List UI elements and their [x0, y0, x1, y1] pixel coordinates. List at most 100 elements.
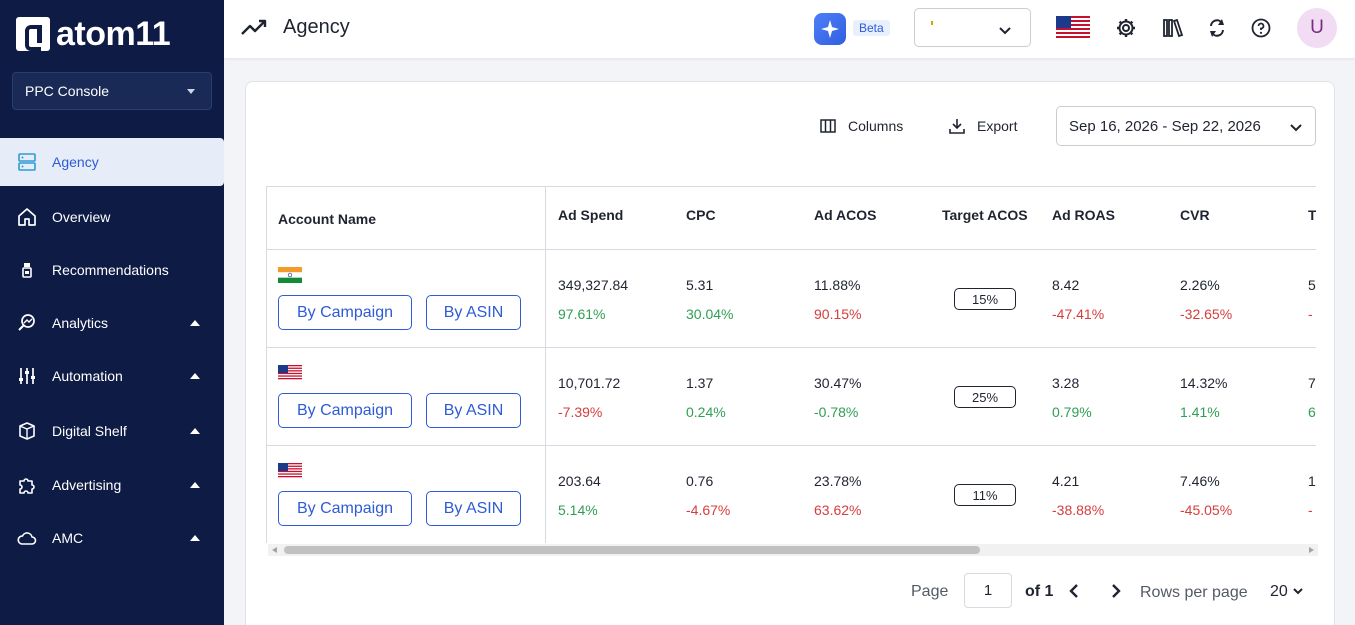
- nav-item-amc[interactable]: AMC: [0, 514, 224, 562]
- ad-spend-change: 5.14%: [558, 502, 598, 518]
- cvr-value: 7.46%: [1180, 473, 1220, 489]
- caret-up-icon: [190, 428, 200, 434]
- agency-card: Columns Export Sep 16, 2026 - Sep 22, 20…: [245, 81, 1335, 625]
- ad-spend-value: 203.64: [558, 473, 601, 489]
- gear-icon[interactable]: [1115, 17, 1137, 39]
- ad-spend-change: -7.39%: [558, 404, 603, 420]
- ad-roas-value: 3.28: [1052, 375, 1080, 391]
- by-asin-button[interactable]: By ASIN: [426, 491, 521, 526]
- export-button[interactable]: Export: [949, 112, 1017, 140]
- ad-spend-change: 97.61%: [558, 306, 606, 322]
- top-header: Agency Beta U: [224, 0, 1355, 58]
- puzzle-icon: [16, 474, 38, 496]
- ai-sparkle-button[interactable]: [814, 13, 846, 45]
- header-cpc[interactable]: CPC: [686, 207, 716, 223]
- header-truncated[interactable]: T: [1308, 207, 1316, 223]
- caret-up-icon: [190, 535, 200, 541]
- cpc-change: -4.67%: [686, 502, 731, 518]
- shelf-box-icon: [16, 420, 38, 442]
- ad-roas-value: 4.21: [1052, 473, 1080, 489]
- nav-item-label: Analytics: [52, 315, 109, 331]
- logo-mark-icon: [16, 17, 50, 51]
- nav-item-label: Recommendations: [52, 262, 169, 278]
- next-page-icon[interactable]: [1109, 583, 1123, 599]
- date-range-picker[interactable]: Sep 16, 2026 - Sep 22, 2026: [1056, 106, 1316, 146]
- cpc-value: 1.37: [686, 375, 714, 391]
- nav-item-analytics[interactable]: Analytics: [0, 299, 224, 347]
- header-ad-roas[interactable]: Ad ROAS: [1052, 207, 1115, 223]
- nav-item-overview[interactable]: Overview: [0, 193, 224, 241]
- cpc-change: 0.24%: [686, 404, 726, 420]
- target-acos-input[interactable]: 15%: [954, 288, 1016, 310]
- help-icon[interactable]: [1250, 17, 1272, 39]
- ad-roas-change: -47.41%: [1052, 306, 1105, 322]
- nav-item-digital-shelf[interactable]: Digital Shelf: [0, 407, 224, 455]
- header-ad-spend[interactable]: Ad Spend: [558, 207, 624, 223]
- home-icon: [16, 206, 38, 228]
- sliders-icon: [16, 365, 38, 387]
- caret-down-icon: [187, 89, 195, 94]
- truncated-value: 7: [1308, 375, 1316, 391]
- rows-per-page-label: Rows per page: [1140, 584, 1248, 601]
- truncated-change: 6: [1308, 404, 1316, 420]
- row-divider: [266, 445, 1316, 446]
- brand-name: atom11: [56, 14, 171, 53]
- by-asin-button[interactable]: By ASIN: [426, 393, 521, 428]
- by-campaign-button[interactable]: By Campaign: [278, 295, 412, 330]
- columns-button[interactable]: Columns: [820, 112, 903, 140]
- download-icon: [949, 118, 965, 134]
- nav-item-automation[interactable]: Automation: [0, 352, 224, 400]
- library-icon[interactable]: [1162, 17, 1184, 39]
- ad-roas-change: 0.79%: [1052, 404, 1092, 420]
- sticky-account-column: [266, 187, 546, 543]
- header-account-name[interactable]: Account Name: [278, 211, 377, 227]
- nav-item-agency[interactable]: Agency: [0, 138, 224, 186]
- caret-up-icon: [190, 482, 200, 488]
- scroll-right-icon[interactable]: [1309, 547, 1314, 553]
- server-icon: [16, 151, 38, 173]
- page-number-input[interactable]: [964, 573, 1012, 608]
- ad-acos-change: 90.15%: [814, 306, 862, 322]
- rows-per-page-select[interactable]: 20: [1270, 583, 1304, 601]
- nav-item-advertising[interactable]: Advertising: [0, 461, 224, 509]
- nav-item-label: Overview: [52, 209, 111, 225]
- ad-acos-value: 11.88%: [814, 277, 861, 293]
- target-acos-input[interactable]: 25%: [954, 386, 1016, 408]
- console-select-label: PPC Console: [25, 83, 110, 99]
- us-flag-icon[interactable]: [1056, 16, 1090, 40]
- columns-button-label: Columns: [848, 118, 904, 134]
- nav-item-recommendations[interactable]: Recommendations: [0, 246, 224, 294]
- ad-spend-value: 10,701.72: [558, 375, 621, 391]
- brand-logo[interactable]: atom11: [16, 14, 171, 53]
- cpc-change: 30.04%: [686, 306, 734, 322]
- sidebar: atom11 PPC Console Agency Overview Recom…: [0, 0, 224, 625]
- by-campaign-button[interactable]: By Campaign: [278, 393, 412, 428]
- avatar[interactable]: U: [1297, 8, 1337, 48]
- scrollbar-thumb[interactable]: [284, 546, 980, 554]
- caret-up-icon: [190, 320, 200, 326]
- ad-acos-value: 30.47%: [814, 375, 862, 391]
- previous-page-icon[interactable]: [1067, 583, 1081, 599]
- header-ad-acos[interactable]: Ad ACOS: [814, 207, 877, 223]
- date-range-value: Sep 16, 2026 - Sep 22, 2026: [1069, 117, 1261, 135]
- ad-roas-value: 8.42: [1052, 277, 1080, 293]
- by-campaign-button[interactable]: By Campaign: [278, 491, 412, 526]
- header-target-acos[interactable]: Target ACOS: [942, 207, 1028, 223]
- chevron-down-icon: [998, 23, 1012, 41]
- caret-up-icon: [190, 373, 200, 379]
- by-asin-button[interactable]: By ASIN: [426, 295, 521, 330]
- target-acos-input[interactable]: 11%: [954, 484, 1016, 506]
- horizontal-scrollbar[interactable]: [268, 544, 1318, 556]
- trending-up-icon: [240, 16, 268, 45]
- nav-item-label: AMC: [52, 530, 84, 546]
- ad-acos-value: 23.78%: [814, 473, 862, 489]
- account-select[interactable]: [914, 8, 1031, 47]
- header-cvr[interactable]: CVR: [1180, 207, 1210, 223]
- cloud-icon: [16, 527, 38, 549]
- scroll-left-icon[interactable]: [272, 547, 277, 553]
- sync-icon[interactable]: [1206, 17, 1228, 39]
- page-total: of 1: [1025, 583, 1054, 600]
- nav-item-label: Automation: [52, 368, 123, 384]
- cvr-value: 2.26%: [1180, 277, 1220, 293]
- console-select[interactable]: PPC Console: [12, 72, 212, 110]
